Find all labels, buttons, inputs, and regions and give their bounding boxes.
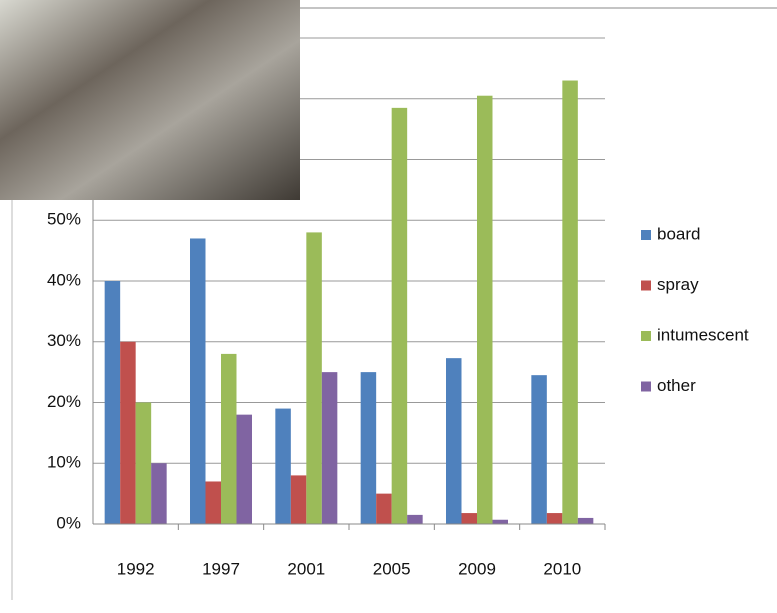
bar — [360, 372, 377, 524]
bar — [562, 80, 578, 525]
bar — [376, 493, 392, 524]
x-tick-label: 2005 — [373, 559, 411, 578]
bar — [205, 481, 221, 524]
bar — [391, 107, 408, 525]
bar — [461, 513, 477, 524]
bar — [190, 238, 206, 524]
legend-swatch — [641, 381, 651, 392]
legend-label: spray — [657, 275, 699, 294]
legend-swatch — [641, 280, 651, 291]
bar — [290, 475, 307, 524]
y-tick-label: 0% — [56, 513, 81, 532]
bar — [135, 402, 152, 524]
legend-swatch — [641, 331, 651, 341]
y-tick-label: 10% — [47, 453, 81, 472]
legend-label: board — [657, 224, 700, 243]
x-tick-label: 1992 — [117, 559, 155, 578]
bar — [151, 463, 167, 524]
bar — [477, 95, 493, 525]
photo — [0, 0, 300, 200]
bar — [407, 514, 423, 524]
y-tick-label: 20% — [47, 392, 81, 411]
bar — [275, 408, 291, 524]
bar — [306, 232, 322, 524]
legend-swatch — [641, 230, 651, 240]
bar — [492, 519, 508, 524]
x-tick-label: 1997 — [202, 559, 240, 578]
x-tick-label: 2010 — [543, 559, 581, 578]
bar — [577, 517, 594, 524]
bar — [120, 341, 136, 524]
plot: 0%10%20%30%40%50%60%70%80%19921997200120… — [47, 27, 749, 578]
bar — [321, 372, 338, 524]
bar — [104, 281, 121, 524]
x-tick-label: 2001 — [287, 559, 325, 578]
bar — [221, 353, 237, 524]
legend-label: other — [657, 376, 696, 395]
legend-label: intumescent — [657, 325, 749, 344]
y-tick-label: 50% — [47, 210, 81, 229]
bar — [446, 358, 462, 524]
y-tick-label: 30% — [47, 331, 81, 350]
bar — [531, 375, 547, 524]
bar — [546, 513, 563, 524]
y-tick-label: 40% — [47, 270, 81, 289]
x-tick-label: 2009 — [458, 559, 496, 578]
bar — [236, 414, 252, 524]
